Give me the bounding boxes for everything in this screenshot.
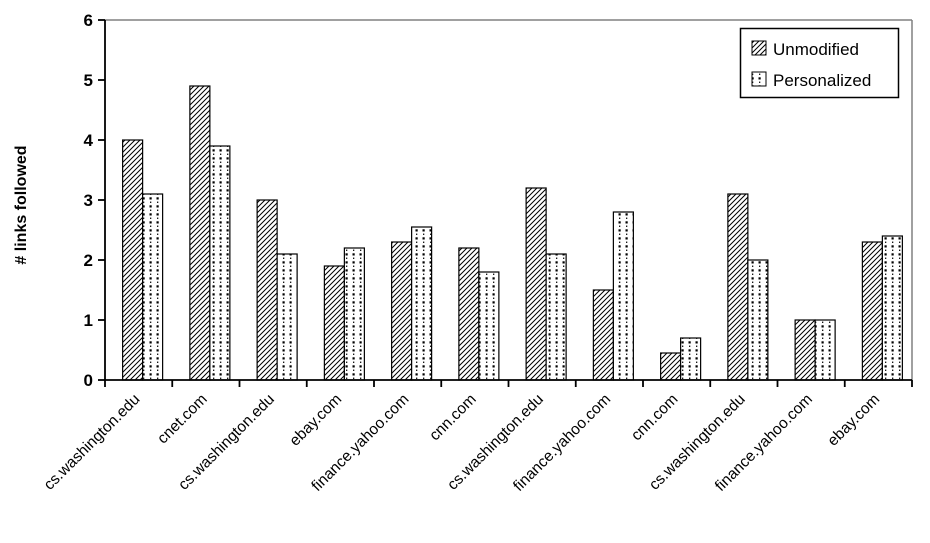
bar-unmodified-7: [592, 289, 614, 381]
legend-swatch-personalized-dots-icon: [751, 71, 767, 87]
x-label-0: cs.washington.edu: [41, 391, 144, 494]
x-label-3: ebay.com: [286, 391, 345, 450]
bar-personalized-7: [612, 211, 634, 381]
legend: Unmodified Personalized: [739, 27, 900, 99]
bar-personalized-0: [142, 193, 164, 381]
y-tick-label-2: 2: [84, 251, 93, 270]
y-tick-label-3: 3: [84, 191, 93, 210]
bar-unmodified-3: [323, 265, 345, 381]
y-tick-label-5: 5: [84, 71, 93, 90]
x-label-11: ebay.com: [824, 391, 883, 450]
legend-box: [739, 27, 900, 99]
bar-unmodified-5: [458, 247, 480, 381]
bar-personalized-1: [209, 145, 231, 381]
y-tick-label-4: 4: [84, 131, 94, 150]
bar-unmodified-8: [660, 352, 682, 381]
bar-unmodified-9: [727, 193, 749, 381]
bar-personalized-5: [478, 271, 500, 381]
legend-label-personalized: Personalized: [773, 71, 871, 90]
x-label-1: cnet.com: [154, 391, 210, 447]
bar-personalized-10: [814, 319, 836, 381]
bar-unmodified-1: [189, 85, 211, 381]
bar-unmodified-11: [861, 241, 883, 381]
bar-personalized-9: [747, 259, 769, 381]
y-tick-label-1: 1: [84, 311, 93, 330]
bar-unmodified-10: [794, 319, 816, 381]
y-tick-label-6: 6: [84, 11, 93, 30]
x-label-8: cnn.com: [628, 391, 681, 444]
bar-unmodified-0: [122, 139, 144, 381]
bar-personalized-2: [276, 253, 298, 381]
bar-unmodified-2: [256, 199, 278, 381]
bar-unmodified-6: [525, 187, 547, 381]
y-tick-label-0: 0: [84, 371, 93, 390]
legend-label-unmodified: Unmodified: [773, 40, 859, 59]
bar-personalized-3: [343, 247, 365, 381]
bar-personalized-6: [545, 253, 567, 381]
x-label-5: cnn.com: [426, 391, 479, 444]
legend-swatch-unmodified-hatch-icon: [751, 40, 767, 56]
bar-personalized-8: [680, 337, 702, 381]
bar-personalized-11: [881, 235, 903, 381]
bar-unmodified-4: [391, 241, 413, 381]
bar-personalized-4: [411, 226, 433, 381]
y-axis-title: # links followed: [13, 145, 30, 264]
